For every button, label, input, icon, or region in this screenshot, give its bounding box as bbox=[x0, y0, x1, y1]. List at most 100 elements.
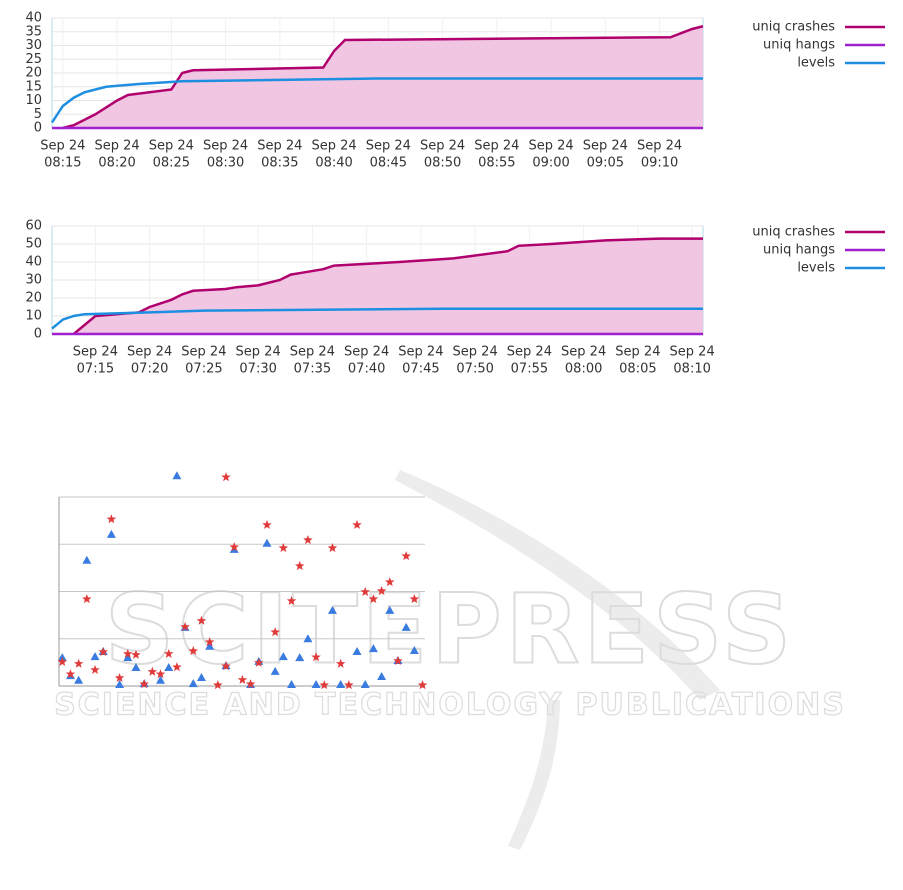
area-fill bbox=[62, 26, 704, 128]
x-tick-label: 08:35 bbox=[261, 156, 298, 171]
x-tick-label: Sep 24 bbox=[203, 139, 248, 154]
star-point bbox=[172, 662, 182, 672]
legend-label: uniq crashes bbox=[752, 225, 835, 240]
star-point bbox=[245, 679, 256, 689]
watermark: SCITEPRESS SCIENCE AND TECHNOLOGY PUBLIC… bbox=[54, 470, 846, 850]
x-tick-label: 08:40 bbox=[315, 156, 352, 171]
x-tick-label: Sep 24 bbox=[95, 139, 140, 154]
star-point bbox=[327, 543, 338, 553]
star-point bbox=[417, 680, 428, 690]
x-tick-label: Sep 24 bbox=[366, 139, 411, 154]
star-point bbox=[204, 637, 215, 647]
triangle-point bbox=[90, 652, 100, 661]
star-point bbox=[188, 646, 198, 656]
triangle-point bbox=[311, 680, 321, 689]
y-tick-label: 15 bbox=[25, 79, 42, 94]
star-point bbox=[106, 514, 117, 524]
star-point bbox=[213, 680, 223, 690]
x-tick-label: Sep 24 bbox=[398, 345, 443, 360]
x-tick-label: 08:30 bbox=[207, 156, 244, 171]
series-line bbox=[62, 25, 704, 130]
y-tick-label: 20 bbox=[25, 291, 42, 306]
y-tick-label: 40 bbox=[25, 11, 42, 26]
x-tick-label: 07:50 bbox=[456, 362, 493, 377]
x-tick-label: 07:20 bbox=[131, 362, 168, 377]
x-tick-label: 08:20 bbox=[98, 156, 135, 171]
x-tick-label: 08:00 bbox=[565, 362, 602, 377]
x-tick-label: 08:25 bbox=[153, 156, 190, 171]
x-tick-label: 07:40 bbox=[348, 362, 385, 377]
star-point bbox=[295, 561, 305, 570]
watermark-subtitle: SCIENCE AND TECHNOLOGY PUBLICATIONS bbox=[54, 688, 846, 723]
triangle-point bbox=[131, 663, 141, 672]
triangle-point bbox=[295, 653, 305, 662]
star-point bbox=[319, 680, 329, 690]
x-tick-label: Sep 24 bbox=[453, 345, 498, 360]
x-tick-label: Sep 24 bbox=[344, 345, 389, 360]
y-tick-label: 10 bbox=[25, 93, 42, 108]
x-tick-label: 07:30 bbox=[239, 362, 276, 377]
star-point bbox=[147, 666, 158, 676]
x-tick-label: 08:10 bbox=[673, 362, 710, 377]
x-tick-label: Sep 24 bbox=[257, 139, 302, 154]
x-tick-label: Sep 24 bbox=[312, 139, 357, 154]
x-tick-label: 07:25 bbox=[185, 362, 222, 377]
watermark-title: SCITEPRESS bbox=[105, 573, 795, 685]
star-point bbox=[401, 551, 411, 561]
x-tick-label: Sep 24 bbox=[149, 139, 194, 154]
triangle-point bbox=[123, 653, 133, 662]
star-point bbox=[196, 615, 207, 625]
x-tick-label: 09:10 bbox=[641, 156, 678, 171]
y-tick-label: 30 bbox=[25, 273, 42, 288]
star-point bbox=[221, 472, 231, 482]
star-point bbox=[98, 647, 108, 656]
x-tick-label: Sep 24 bbox=[561, 345, 606, 360]
star-point bbox=[229, 542, 239, 552]
star-point bbox=[155, 669, 166, 679]
x-tick-label: Sep 24 bbox=[637, 139, 682, 154]
triangle-point bbox=[172, 471, 182, 480]
triangle-point bbox=[82, 555, 92, 564]
x-tick-label: Sep 24 bbox=[73, 345, 118, 360]
watermark-swoosh bbox=[395, 470, 720, 700]
star-point bbox=[65, 669, 76, 679]
y-tick-label: 50 bbox=[25, 237, 42, 252]
triangle-point bbox=[409, 646, 419, 655]
star-point bbox=[164, 648, 174, 658]
y-tick-label: 10 bbox=[25, 309, 42, 324]
series-line bbox=[50, 77, 703, 124]
triangle-point bbox=[352, 646, 362, 655]
star-point bbox=[376, 586, 387, 596]
x-tick-label: Sep 24 bbox=[474, 139, 519, 154]
triangle-point bbox=[278, 652, 288, 661]
star-point bbox=[114, 673, 125, 682]
triangle-point bbox=[327, 605, 337, 614]
star-point bbox=[237, 674, 248, 684]
x-tick-label: Sep 24 bbox=[420, 139, 465, 154]
y-tick-label: 35 bbox=[25, 24, 42, 39]
x-tick-label: 07:35 bbox=[294, 362, 331, 377]
x-tick-label: Sep 24 bbox=[40, 139, 85, 154]
y-tick-label: 60 bbox=[25, 219, 42, 234]
star-point bbox=[360, 587, 370, 596]
legend-label: uniq hangs bbox=[763, 38, 835, 53]
triangle-point bbox=[385, 605, 395, 614]
series-line bbox=[51, 307, 703, 330]
area-fill bbox=[73, 238, 703, 334]
star-point bbox=[131, 649, 141, 659]
triangle-point bbox=[377, 672, 387, 681]
y-tick-label: 20 bbox=[25, 66, 42, 81]
star-point bbox=[303, 535, 313, 545]
x-tick-label: 09:00 bbox=[532, 156, 569, 171]
star-point bbox=[278, 543, 289, 553]
triangle-point bbox=[401, 622, 411, 631]
star-point bbox=[270, 627, 280, 637]
triangle-point bbox=[336, 680, 346, 689]
y-tick-label: 0 bbox=[34, 121, 42, 136]
triangle-point bbox=[368, 644, 378, 653]
triangle-point bbox=[205, 641, 215, 650]
star-point bbox=[335, 658, 346, 668]
triangle-point bbox=[270, 666, 280, 675]
x-tick-label: 07:45 bbox=[402, 362, 439, 377]
y-tick-label: 5 bbox=[34, 107, 42, 122]
